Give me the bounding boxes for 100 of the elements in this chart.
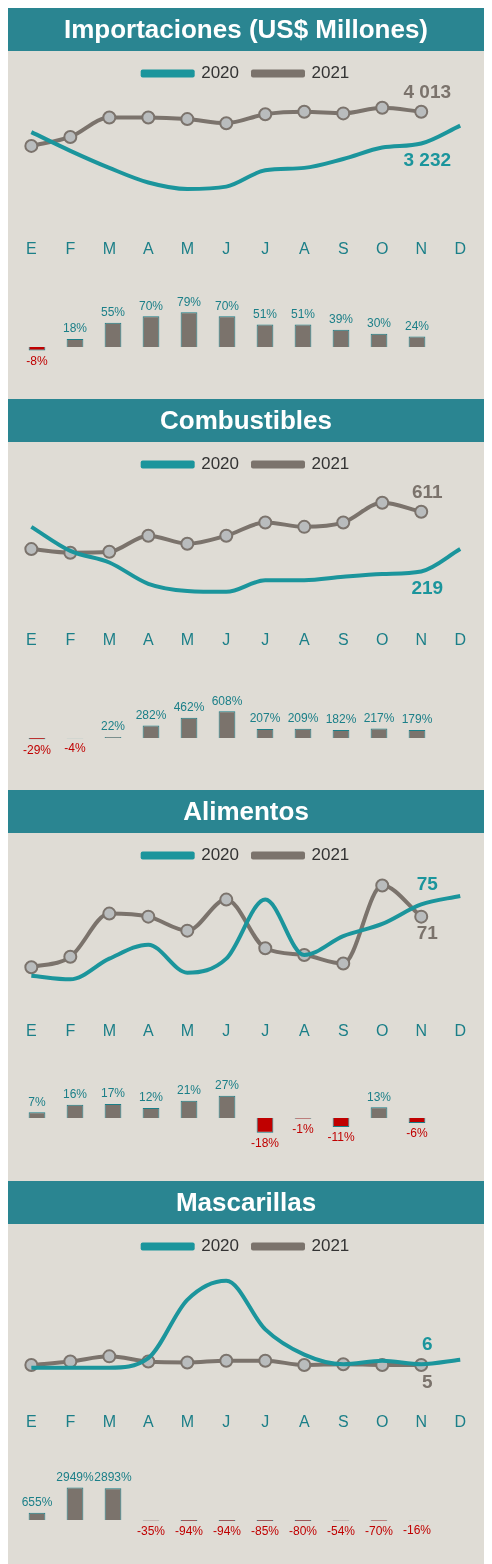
x-tick-label: E <box>26 630 37 648</box>
x-tick-label: A <box>298 630 310 648</box>
x-tick-label: A <box>142 1412 154 1430</box>
data-label: 24% <box>404 318 430 333</box>
data-label: 22% <box>100 719 126 734</box>
data-label: 282% <box>135 707 167 722</box>
data-label: 17% <box>100 1086 126 1101</box>
data-label: -6% <box>406 1126 428 1141</box>
data-label: 70% <box>214 298 240 313</box>
x-tick-label: M <box>102 1412 116 1430</box>
x-tick-label: E <box>26 239 37 257</box>
x-tick-label: A <box>298 1021 310 1039</box>
data-label: 462% <box>173 699 205 714</box>
data-label: 39% <box>328 312 354 327</box>
data-label: 30% <box>366 316 392 331</box>
data-label: 207% <box>249 711 281 726</box>
data-label: 2949% <box>56 1469 95 1484</box>
data-label: 79% <box>176 294 202 309</box>
legend-label: 2021 <box>311 1236 350 1256</box>
data-label: 182% <box>325 712 357 727</box>
x-tick-label: J <box>222 239 231 257</box>
x-tick-label: M <box>180 1021 194 1039</box>
legend-label: 2021 <box>311 63 350 83</box>
legend-label: 2020 <box>201 63 240 83</box>
x-tick-label: M <box>180 239 194 257</box>
x-tick-label: O <box>376 1412 389 1430</box>
chart-title: Combustibles <box>8 399 484 442</box>
data-label: -4% <box>64 741 86 756</box>
data-label: -94% <box>212 1524 242 1539</box>
data-label: -8% <box>26 353 48 368</box>
x-tick-label: S <box>337 239 349 257</box>
data-label: 55% <box>100 305 126 320</box>
x-tick-label: J <box>222 630 231 648</box>
legend-label: 2020 <box>201 845 240 865</box>
legend-label: 2021 <box>311 845 350 865</box>
data-label: 209% <box>287 711 319 726</box>
x-tick-label: A <box>298 239 310 257</box>
x-tick-label: S <box>337 1021 349 1039</box>
data-label: 16% <box>62 1087 88 1102</box>
chart-title: Alimentos <box>8 790 484 833</box>
data-label: 27% <box>214 1078 240 1093</box>
data-label: 608% <box>211 693 243 708</box>
x-tick-label: F <box>65 239 76 257</box>
data-label: -80% <box>288 1524 318 1539</box>
data-label: 219 <box>411 577 444 599</box>
data-label: 2893% <box>94 1470 133 1485</box>
x-tick-label: O <box>376 1021 389 1039</box>
x-tick-label: F <box>65 1412 76 1430</box>
x-tick-label: A <box>142 239 154 257</box>
data-label: -29% <box>22 742 52 757</box>
x-tick-label: J <box>222 1412 231 1430</box>
x-tick-label: O <box>376 239 389 257</box>
x-tick-label: S <box>337 630 349 648</box>
data-label: 655% <box>21 1495 53 1510</box>
data-label: 611 <box>411 480 443 502</box>
data-label: 18% <box>62 321 88 336</box>
data-label: 71 <box>416 922 439 944</box>
x-tick-label: J <box>261 1412 270 1430</box>
x-tick-label: M <box>180 630 194 648</box>
data-label: 5 <box>421 1370 433 1392</box>
chart-title: Mascarillas <box>8 1181 484 1224</box>
x-tick-label: D <box>454 1412 466 1430</box>
x-tick-label: D <box>454 630 466 648</box>
x-tick-label: S <box>337 1412 349 1430</box>
data-label: 51% <box>252 306 278 321</box>
x-tick-label: A <box>142 630 154 648</box>
x-tick-label: A <box>142 1021 154 1039</box>
x-tick-label: N <box>415 1021 428 1039</box>
data-label: 12% <box>138 1090 164 1105</box>
data-label: -94% <box>174 1524 204 1539</box>
data-label: -85% <box>250 1524 280 1539</box>
data-label: 70% <box>138 298 164 313</box>
data-label: 217% <box>363 710 395 725</box>
x-tick-label: F <box>65 1021 76 1039</box>
chart-title: Importaciones (US$ Millones) <box>8 8 484 51</box>
data-label: 4 013 <box>403 80 452 102</box>
x-tick-label: O <box>376 630 389 648</box>
x-tick-label: M <box>102 1021 116 1039</box>
x-tick-label: J <box>222 1021 231 1039</box>
data-label: 21% <box>176 1082 202 1097</box>
data-label: -35% <box>136 1523 166 1538</box>
data-label: 3 232 <box>403 149 452 171</box>
x-tick-label: J <box>261 1021 270 1039</box>
data-label: -11% <box>327 1130 355 1145</box>
legend-label: 2020 <box>201 454 240 474</box>
data-label: -54% <box>326 1523 356 1538</box>
x-tick-label: E <box>26 1021 37 1039</box>
x-tick-label: F <box>65 630 76 648</box>
data-label: 13% <box>366 1089 392 1104</box>
data-label: -1% <box>292 1122 314 1137</box>
x-tick-label: J <box>261 239 270 257</box>
x-tick-label: N <box>415 239 428 257</box>
data-label: -16% <box>402 1523 432 1538</box>
x-tick-label: A <box>298 1412 310 1430</box>
x-tick-label: D <box>454 1021 466 1039</box>
x-tick-label: D <box>454 239 466 257</box>
x-tick-label: N <box>415 1412 428 1430</box>
legend-label: 2020 <box>201 1236 240 1256</box>
x-tick-label: M <box>180 1412 194 1430</box>
data-label: 6 <box>421 1332 433 1354</box>
